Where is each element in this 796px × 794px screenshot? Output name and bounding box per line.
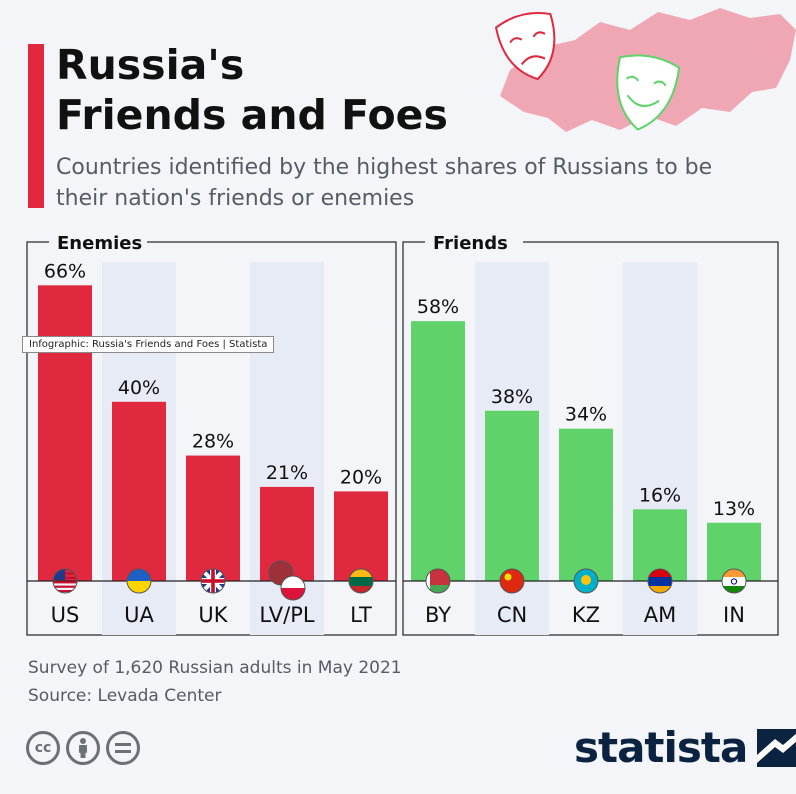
data-label: 58% (417, 296, 459, 318)
flag-ornament (426, 569, 430, 593)
flag-field (500, 569, 524, 593)
category-label: UA (124, 603, 154, 627)
category-label: LT (350, 603, 372, 627)
category-label: BY (425, 603, 451, 627)
flag-canton (53, 569, 65, 580)
flag-ring (348, 568, 374, 594)
flag-icon-us (53, 569, 77, 593)
flag-icon-am (648, 569, 672, 593)
flag-ring (573, 568, 599, 594)
flag-stripe (53, 585, 77, 588)
enemies-panel-frame (26, 241, 397, 636)
flag-star (504, 573, 512, 581)
flag-icon-in (722, 569, 746, 593)
flag-bottom (281, 588, 305, 600)
category-label: US (51, 603, 80, 627)
bar-ua (112, 401, 166, 581)
data-label: 66% (44, 260, 86, 282)
flag-top (127, 569, 151, 581)
data-label: 16% (639, 484, 681, 506)
flag-chakra (730, 578, 738, 585)
survey-note: Survey of 1,620 Russian adults in May 20… (28, 658, 402, 678)
flag-icon-by (426, 569, 450, 593)
enemies-title-bg (49, 230, 147, 254)
tooltip: Infographic: Russia's Friends and Foes |… (22, 336, 275, 353)
flag-icon-ua (127, 569, 151, 593)
data-label: 20% (340, 466, 382, 488)
flag-top (349, 569, 373, 577)
flag-mid (349, 577, 373, 586)
flag-bottom (722, 586, 746, 593)
page-title: Russia's Friends and Foes (56, 41, 448, 139)
enemies-panel-title: Enemies (57, 233, 142, 254)
bar-uk (186, 455, 240, 581)
flag-stripe (53, 581, 77, 584)
statista-brand[interactable]: statista (574, 723, 796, 772)
bar-lt (334, 491, 388, 581)
data-label: 13% (713, 498, 755, 520)
category-label: KZ (572, 603, 600, 627)
category-label: UK (198, 603, 228, 627)
flag-top (722, 569, 746, 577)
flag-sun (581, 575, 591, 585)
flag-ring (280, 575, 306, 601)
flag-ring (52, 568, 78, 594)
friends-panel-frame (402, 241, 779, 636)
data-label: 28% (192, 431, 234, 453)
flag-top (426, 569, 450, 585)
category-label: IN (723, 603, 745, 627)
flag-bottom (349, 586, 373, 593)
brand-name: statista (574, 723, 748, 772)
flag-ring (200, 568, 226, 594)
flag-top (281, 576, 305, 588)
data-label: 34% (565, 404, 607, 426)
flag-stripe (53, 590, 77, 593)
flag-ring (647, 568, 673, 594)
accent-bar (28, 44, 44, 208)
flag-ring (126, 568, 152, 594)
theater-mask-sad-icon (494, 12, 556, 81)
source-note: Source: Levada Center (28, 686, 222, 706)
friends-panel-title: Friends (433, 233, 508, 254)
flag-bottom (127, 581, 151, 593)
flag-top (648, 569, 672, 577)
category-label: LV/PL (259, 603, 314, 627)
footer: Survey of 1,620 Russian adults in May 20… (28, 654, 402, 710)
flag-ring (425, 568, 451, 594)
flag-red-v (211, 569, 215, 593)
flag-top (269, 561, 293, 573)
category-label: AM (644, 603, 676, 627)
category-label: CN (497, 603, 527, 627)
data-label: 21% (266, 462, 308, 484)
flag-icon-cn (500, 569, 524, 593)
cc-icon[interactable]: cc (26, 731, 60, 765)
russia-map-decoration (494, 8, 796, 132)
data-label: 38% (491, 386, 533, 408)
flag-ring (499, 568, 525, 594)
flag-icon-pl (281, 576, 305, 600)
flag-icon-lt (349, 569, 373, 593)
bar-us (38, 285, 92, 581)
data-label: 40% (118, 377, 160, 399)
statista-logo-icon (757, 728, 796, 767)
bar-kz (559, 428, 613, 581)
bar-by (411, 321, 465, 581)
friends-title-bg (425, 230, 523, 254)
license-icons: cc (26, 731, 140, 765)
theater-mask-happy-icon (616, 54, 681, 131)
bar-cn (485, 410, 539, 581)
flag-bottom (426, 585, 450, 593)
nd-equals-icon[interactable] (106, 731, 140, 765)
subtitle: Countries identified by the highest shar… (56, 155, 713, 211)
flag-ring (721, 568, 747, 594)
flag-icon-kz (574, 569, 598, 593)
flag-mid (722, 577, 746, 586)
flag-bottom (648, 586, 672, 593)
flag-mid (648, 577, 672, 586)
bar-chart: Enemies 66% US 40% UA 28% UK 21% LV/PL 20% LT Frien… (26, 230, 779, 636)
by-attribution-icon[interactable] (66, 731, 100, 765)
